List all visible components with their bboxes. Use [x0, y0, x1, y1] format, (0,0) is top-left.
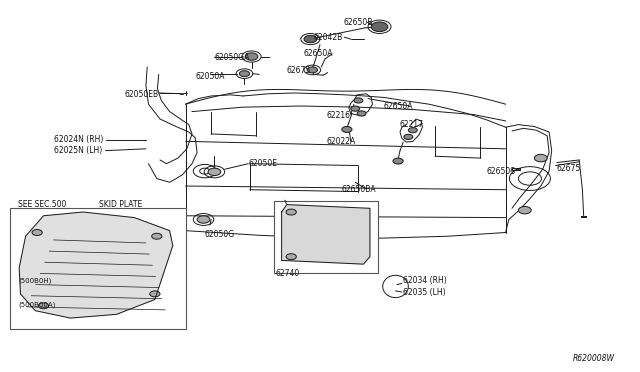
Text: (500B00A): (500B00A): [18, 302, 55, 308]
Text: 62675: 62675: [557, 164, 581, 173]
Circle shape: [197, 216, 210, 223]
Text: 62650A: 62650A: [384, 102, 413, 110]
Circle shape: [208, 168, 221, 176]
Polygon shape: [282, 205, 370, 264]
Text: 62042B: 62042B: [314, 33, 343, 42]
Circle shape: [150, 291, 160, 297]
Text: R620008W: R620008W: [572, 355, 614, 363]
Circle shape: [286, 254, 296, 260]
Text: 62650S: 62650S: [486, 167, 515, 176]
Circle shape: [371, 22, 388, 32]
Circle shape: [354, 98, 363, 103]
Circle shape: [152, 233, 162, 239]
Circle shape: [307, 67, 317, 73]
Bar: [274, 201, 378, 273]
Bar: [10, 208, 186, 329]
Text: 62216: 62216: [326, 111, 351, 120]
Text: 62022A: 62022A: [326, 137, 356, 146]
Circle shape: [404, 134, 413, 140]
Circle shape: [351, 106, 360, 111]
Text: 62050G: 62050G: [205, 230, 235, 239]
Text: (500B0H): (500B0H): [18, 278, 51, 284]
Text: 62025N (LH): 62025N (LH): [54, 146, 102, 155]
Polygon shape: [19, 212, 173, 318]
Text: 62740: 62740: [275, 269, 300, 278]
Text: SKID PLATE: SKID PLATE: [99, 200, 143, 209]
Text: 62050A: 62050A: [195, 72, 225, 81]
Circle shape: [38, 303, 49, 309]
Circle shape: [393, 158, 403, 164]
Text: 62650A: 62650A: [304, 49, 333, 58]
Circle shape: [518, 206, 531, 214]
Text: 62034 (RH): 62034 (RH): [403, 276, 447, 285]
Circle shape: [357, 111, 366, 116]
Text: 62650B: 62650B: [343, 18, 372, 27]
Circle shape: [304, 35, 317, 43]
Circle shape: [342, 126, 352, 132]
Text: 62050GA: 62050GA: [214, 53, 250, 62]
Text: SEE SEC.500: SEE SEC.500: [18, 200, 67, 209]
Circle shape: [286, 209, 296, 215]
Text: 62024N (RH): 62024N (RH): [54, 135, 104, 144]
Circle shape: [239, 71, 250, 77]
Circle shape: [408, 128, 417, 133]
Text: 62650BA: 62650BA: [341, 185, 376, 194]
Text: 62050E: 62050E: [248, 159, 277, 168]
Circle shape: [534, 154, 547, 162]
Text: 62035 (LH): 62035 (LH): [403, 288, 446, 296]
Text: 62675: 62675: [287, 66, 311, 75]
Circle shape: [32, 230, 42, 235]
Text: 62050EB: 62050EB: [125, 90, 159, 99]
Circle shape: [245, 53, 258, 60]
Text: 62217: 62217: [400, 120, 424, 129]
